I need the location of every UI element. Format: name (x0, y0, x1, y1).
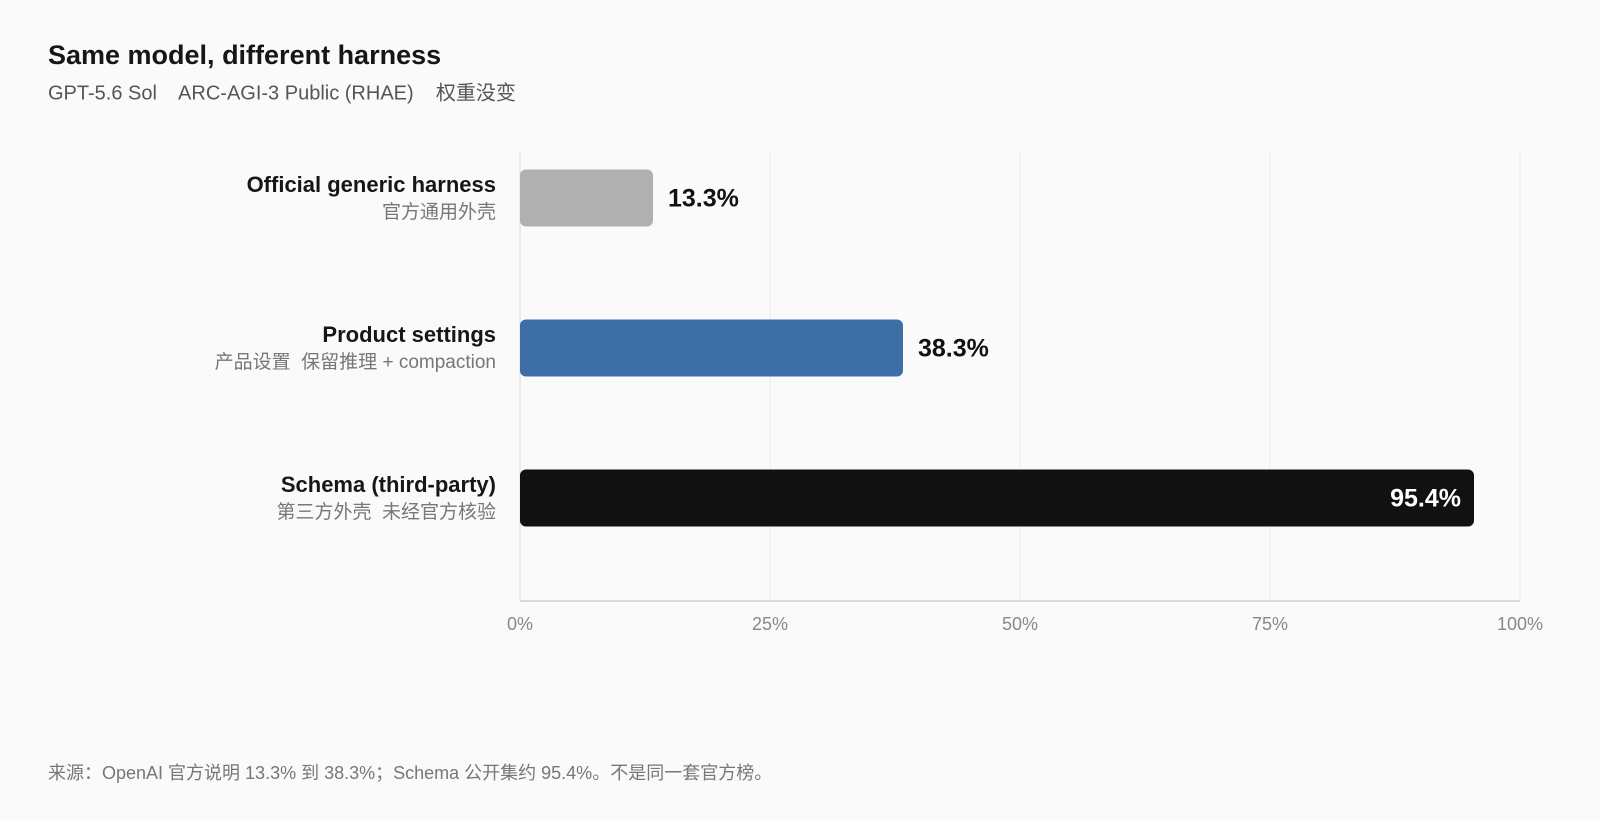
category-note: 官方通用外壳 (382, 201, 496, 223)
value-label: 95.4% (1390, 485, 1461, 513)
x-tick-label: 75% (1252, 614, 1288, 634)
category-label: Product settings (322, 322, 496, 347)
x-tick-label: 50% (1002, 614, 1038, 634)
value-label: 38.3% (918, 335, 989, 363)
category-label: Official generic harness (247, 172, 496, 197)
value-label: 13.3% (668, 185, 739, 213)
category-note: 第三方外壳 未经官方核验 (276, 501, 496, 523)
source-note: 来源：OpenAI 官方说明 13.3% 到 38.3%；Schema 公开集约… (48, 763, 772, 783)
chart-title: Same model, different harness (48, 40, 441, 70)
x-tick-label: 25% (752, 614, 788, 634)
x-tick-label: 100% (1497, 614, 1543, 634)
bar (520, 319, 903, 377)
bar (520, 469, 1474, 527)
category-note: 产品设置 保留推理 + compaction (215, 351, 496, 373)
bar (520, 169, 653, 227)
chart-subtitle: GPT-5.6 Sol ARC-AGI-3 Public (RHAE) 权重没变 (48, 81, 516, 104)
category-label: Schema (third-party) (281, 472, 496, 497)
x-tick-label: 0% (507, 614, 533, 634)
